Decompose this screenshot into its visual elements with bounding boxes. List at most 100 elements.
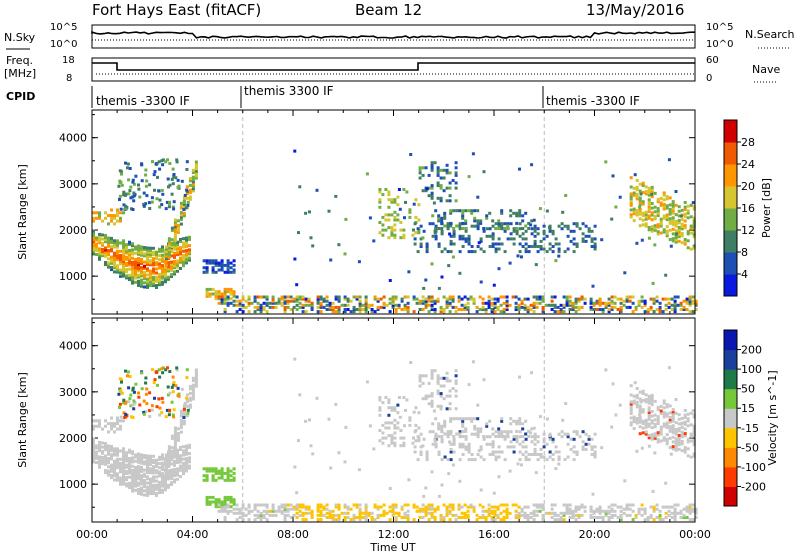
colorbar-tick-label: 24: [741, 158, 755, 171]
velocity-cell: [541, 516, 545, 519]
power-cell: [524, 250, 528, 254]
velocity-cell: [145, 387, 149, 391]
power-cell: [161, 253, 164, 257]
power-cell: [211, 292, 215, 296]
power-cell: [176, 269, 179, 273]
velocity-cell: [220, 467, 224, 471]
power-cell: [566, 227, 570, 231]
power-cell: [319, 297, 323, 301]
power-cell: [451, 299, 455, 303]
velocity-data-cells: [92, 357, 698, 522]
power-cell: [113, 241, 116, 245]
velocity-cell: [433, 518, 437, 522]
velocity-cell: [232, 511, 236, 515]
velocity-cell: [122, 401, 126, 405]
velocity-cell: [452, 450, 456, 454]
velocity-cell: [208, 502, 212, 506]
velocity-cell: [683, 422, 687, 426]
velocity-cell: [211, 469, 215, 473]
power-cell: [686, 204, 690, 208]
velocity-cell: [683, 432, 687, 436]
power-cell: [647, 198, 651, 202]
power-cell: [417, 231, 421, 235]
velocity-cell: [143, 468, 146, 472]
velocity-cell: [155, 483, 158, 487]
velocity-cell: [179, 456, 182, 460]
power-cell: [164, 267, 167, 271]
freq-tick-low: 8: [66, 73, 72, 84]
power-cell: [692, 223, 696, 227]
velocity-cell: [557, 450, 561, 454]
velocity-cell: [95, 454, 98, 458]
power-cell: [226, 268, 230, 272]
velocity-cell: [226, 478, 230, 482]
velocity-cell: [107, 450, 110, 454]
velocity-cell: [238, 507, 242, 511]
power-cell: [148, 183, 152, 187]
power-cell: [101, 233, 104, 237]
velocity-cell: [289, 503, 293, 507]
velocity-cell: [499, 503, 503, 507]
velocity-cell: [664, 481, 668, 485]
velocity-cell: [226, 467, 230, 471]
power-cell: [390, 226, 394, 230]
velocity-cell: [131, 473, 134, 476]
power-cell: [301, 310, 305, 314]
velocity-cell: [676, 503, 680, 507]
velocity-cell: [104, 446, 107, 450]
velocity-cell: [98, 465, 101, 469]
velocity-cell: [446, 432, 450, 436]
power-cell: [394, 310, 398, 314]
power-cell: [437, 219, 441, 223]
power-cell: [128, 167, 132, 170]
velocity-cell: [128, 484, 131, 487]
velocity-cell: [452, 437, 456, 441]
velocity-cell: [229, 495, 233, 499]
velocity-cell: [131, 483, 134, 487]
velocity-cell: [566, 442, 570, 446]
power-cell: [607, 310, 611, 314]
velocity-cell: [167, 469, 170, 473]
power-cell: [132, 199, 136, 203]
velocity-cell: [101, 456, 104, 459]
power-cell: [295, 299, 299, 303]
velocity-cell: [496, 505, 500, 509]
velocity-cell: [524, 437, 528, 441]
velocity-cell: [152, 492, 155, 496]
power-cell: [146, 273, 149, 277]
power-cell: [244, 299, 248, 303]
velocity-cell: [137, 487, 140, 491]
power-cell: [307, 297, 311, 301]
power-cell: [464, 219, 468, 223]
power-cell: [140, 278, 143, 282]
power-cell: [164, 250, 168, 254]
velocity-cell: [671, 440, 675, 444]
velocity-cell: [436, 381, 440, 385]
velocity-cell: [601, 509, 605, 513]
power-cell: [449, 211, 453, 215]
velocity-cell: [411, 441, 415, 445]
velocity-cell: [118, 405, 121, 409]
velocity-cell: [625, 505, 629, 509]
power-cell: [92, 211, 95, 215]
velocity-cell: [116, 451, 119, 455]
velocity-cell: [98, 463, 101, 467]
power-cell: [402, 188, 406, 191]
date-label: 13/May/2016: [586, 1, 684, 19]
velocity-cell: [393, 426, 397, 430]
velocity-cell: [292, 513, 296, 517]
power-cell: [408, 215, 412, 219]
velocity-cell: [473, 424, 477, 428]
velocity-cell: [214, 471, 218, 475]
power-cell: [143, 271, 146, 274]
velocity-cell: [191, 390, 195, 394]
power-cell: [403, 308, 407, 311]
velocity-cell: [491, 442, 495, 446]
velocity-cell: [220, 509, 224, 513]
velocity-cell: [500, 435, 504, 438]
power-cell: [538, 207, 542, 211]
velocity-cell: [641, 389, 645, 393]
velocity-cell: [164, 484, 167, 488]
velocity-cell: [152, 488, 155, 491]
power-cell: [122, 266, 125, 270]
